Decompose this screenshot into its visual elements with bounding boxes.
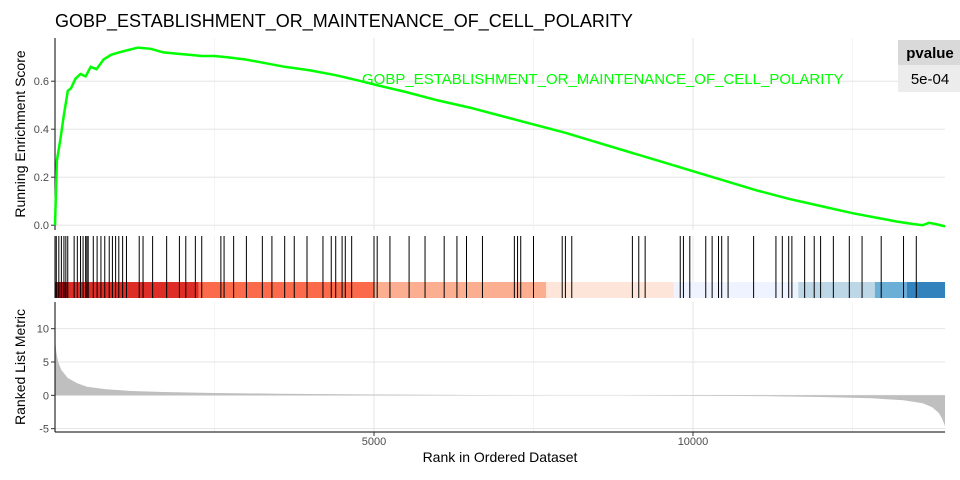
chart-title: GOBP_ESTABLISHMENT_OR_MAINTENANCE_OF_CEL… xyxy=(55,11,633,32)
running-score-line xyxy=(53,46,946,228)
y-tick-label: 10 xyxy=(37,324,49,336)
y-tick-label: 0.2 xyxy=(34,172,49,184)
x-tick-label: 5000 xyxy=(362,436,386,448)
color-band-segment xyxy=(673,282,799,298)
pvalue-header: pvalue xyxy=(906,45,954,62)
running-score-grid xyxy=(55,38,945,230)
ranked-metric-grid xyxy=(55,302,945,432)
color-band-segment xyxy=(906,282,945,298)
ranked-color-band xyxy=(55,282,945,298)
ranked-metric-y-ticks: -5 0 5 10 xyxy=(37,324,55,436)
x-tick-label: 10000 xyxy=(678,436,709,448)
x-ticks: 5000 10000 xyxy=(362,432,709,448)
ranked-metric-panel: -5 0 5 10 5000 10000 Ranked List Metric Rank… xyxy=(12,302,945,465)
color-band-segment xyxy=(198,282,374,298)
gene-hits-panel xyxy=(54,236,945,298)
pvalue-value: 5e-04 xyxy=(911,71,949,88)
color-band-segment xyxy=(874,282,907,298)
ranked-metric-y-label: Ranked List Metric xyxy=(12,309,28,425)
gene-hit-marks xyxy=(55,236,917,298)
ranked-metric-area xyxy=(55,338,945,426)
pvalue-header-cell xyxy=(898,40,960,65)
y-tick-label: 0 xyxy=(43,390,49,402)
y-tick-label: 5 xyxy=(43,357,49,369)
running-score-panel: 0.0 0.2 0.4 0.6 Running Enrichment Score GO… xyxy=(12,38,960,232)
pvalue-value-cell xyxy=(898,65,960,92)
color-band-segment xyxy=(546,282,674,298)
y-tick-label: 0.6 xyxy=(34,76,49,88)
color-band-segment xyxy=(798,282,875,298)
gene-set-label: GOBP_ESTABLISHMENT_OR_MAINTENANCE_OF_CEL… xyxy=(362,71,844,88)
x-axis-label: Rank in Ordered Dataset xyxy=(423,449,578,465)
y-tick-label: -5 xyxy=(39,424,49,436)
y-tick-label: 0.4 xyxy=(34,124,49,136)
running-score-y-label: Running Enrichment Score xyxy=(12,50,28,218)
running-score-y-ticks: 0.0 0.2 0.4 0.6 xyxy=(34,76,55,232)
y-tick-label: 0.0 xyxy=(34,220,49,232)
color-band-segment xyxy=(373,282,547,298)
